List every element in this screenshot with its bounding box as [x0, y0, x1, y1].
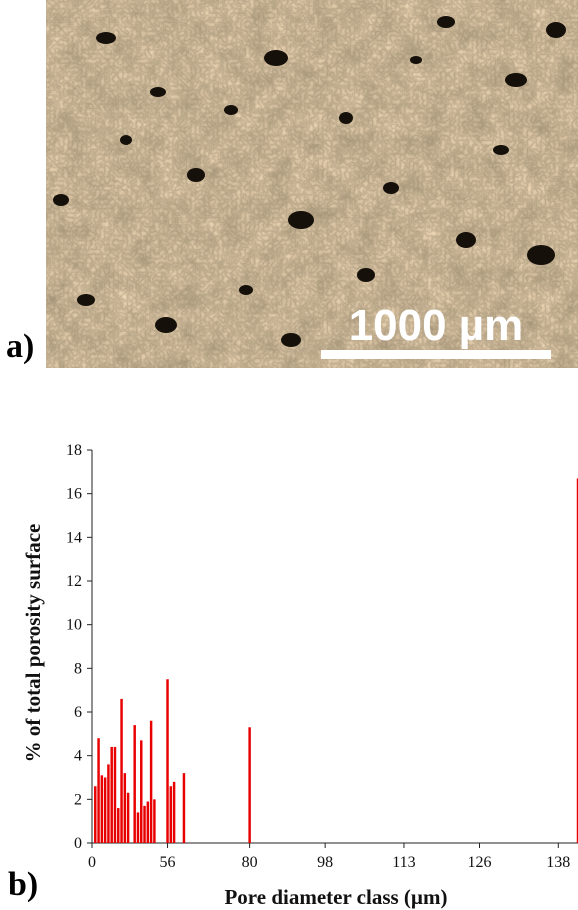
scale-bar — [321, 350, 551, 359]
pore-group — [53, 16, 566, 347]
y-tick-label: 14 — [66, 529, 82, 546]
panel-a-label: a) — [6, 328, 35, 365]
pore — [281, 333, 301, 347]
x-tick-label: 98 — [317, 854, 333, 871]
pore — [77, 294, 95, 306]
pore — [493, 145, 509, 155]
pore — [383, 182, 399, 194]
bar — [94, 786, 97, 843]
bar — [100, 775, 104, 843]
pore — [96, 32, 116, 44]
pore — [239, 285, 253, 295]
porosity-bar-chart: 0 2 4 6 8 10 12 14 16 18 0 56 80 98 113 126 138 % of tot… — [21, 442, 578, 909]
pore — [264, 50, 288, 66]
bar — [166, 679, 169, 843]
x-tick-label: 138 — [546, 854, 570, 871]
bar — [153, 799, 156, 843]
pore — [120, 135, 132, 145]
y-tick-label: 2 — [74, 791, 82, 808]
bar — [172, 781, 176, 843]
bar — [136, 812, 140, 843]
y-tick-label: 6 — [74, 704, 82, 721]
chart-axes: 0 2 4 6 8 10 12 14 16 18 0 56 80 98 113 126 138 — [66, 442, 578, 871]
bar — [140, 740, 143, 843]
y-tick-label: 8 — [74, 660, 82, 677]
y-tick-label: 12 — [66, 573, 82, 590]
chart-bars — [94, 478, 578, 843]
y-tick-label: 0 — [74, 835, 82, 852]
bar — [107, 764, 110, 843]
x-tick-label: 56 — [160, 854, 176, 871]
y-tick-label: 16 — [66, 486, 82, 503]
y-tick-label: 18 — [66, 442, 82, 459]
bar — [576, 478, 578, 843]
bar — [182, 773, 186, 843]
pore — [546, 22, 566, 38]
micrograph-dendrite-texture — [46, 0, 578, 368]
x-tick-label: 0 — [88, 854, 96, 871]
pore — [410, 56, 422, 64]
pore — [527, 245, 555, 265]
micrograph-image: 1000 µm — [46, 0, 578, 368]
pore — [150, 87, 166, 97]
bar — [113, 746, 117, 843]
y-tick-label: 10 — [66, 617, 82, 634]
bar — [133, 725, 136, 843]
x-tick-label: 80 — [242, 854, 258, 871]
bar — [117, 808, 120, 843]
pore — [505, 73, 527, 87]
panel-b-label: b) — [8, 866, 39, 903]
x-tick-label: 113 — [392, 854, 415, 871]
bar — [123, 773, 127, 843]
x-axis-title: Pore diameter class (µm) — [224, 885, 447, 909]
bar — [97, 738, 100, 843]
bar — [149, 720, 153, 843]
pore — [437, 16, 455, 28]
bar — [146, 801, 150, 843]
bar — [126, 792, 130, 843]
pore — [339, 112, 353, 124]
bar — [143, 805, 146, 843]
pore — [357, 268, 375, 282]
pore — [288, 211, 314, 229]
scale-bar-label: 1000 µm — [349, 301, 524, 350]
bar — [248, 727, 251, 843]
y-tick-label: 4 — [74, 748, 82, 765]
pore — [456, 232, 476, 248]
pore — [155, 317, 177, 333]
y-axis-title: % of total porosity surface — [21, 524, 45, 763]
x-tick-label: 126 — [467, 854, 491, 871]
bar — [120, 698, 123, 843]
bar — [110, 746, 113, 843]
bar — [169, 786, 173, 843]
bar — [103, 777, 107, 843]
pore — [53, 194, 69, 206]
pore — [187, 168, 205, 182]
pore — [224, 105, 238, 115]
